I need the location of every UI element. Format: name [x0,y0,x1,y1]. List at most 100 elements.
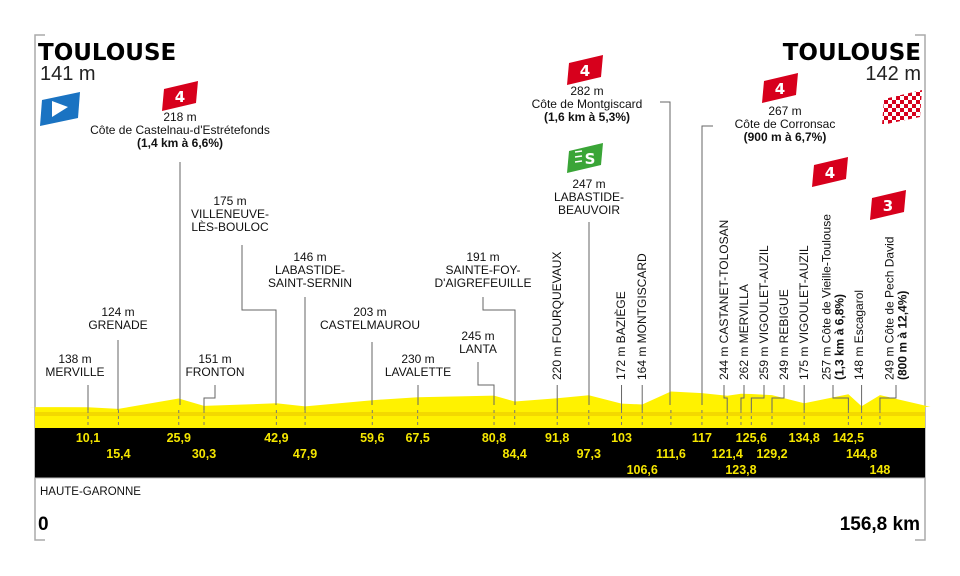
km-marker: 30,3 [192,447,216,461]
waypoint-text: LABASTIDE- [554,190,624,204]
waypoint-text: 247 m [572,177,605,191]
waypoint-text: LAVALETTE [385,365,451,379]
elevation-profile [30,391,931,428]
waypoint-text: 175 m [213,194,246,208]
leader-line [660,101,671,405]
waypoint-text: (1,4 km à 6,6%) [137,136,223,150]
profile-band [35,412,925,416]
climb-category-badge: 4 [812,157,848,187]
climb-category-badge: 4 [567,55,603,85]
km-marker: 129,2 [756,447,787,461]
waypoint-label: 244 m CASTANET-TOLOSAN [717,220,731,428]
km-marker: 97,3 [577,447,601,461]
km-marker: 42,9 [264,431,288,445]
waypoint-text: Côte de Corronsac [735,117,836,131]
leader-line [477,362,495,405]
leader-line [771,385,785,410]
km-marker: 121,4 [712,447,743,461]
checkered-flag-icon [882,90,922,124]
waypoint-text: FRONTON [185,365,244,379]
distance-start: 0 [38,514,49,535]
waypoint-text: (1,6 km à 5,3%) [544,110,630,124]
waypoint-text: GRENADE [88,318,147,332]
finish-city: TOULOUSE [783,40,921,66]
leader-line [482,297,516,405]
km-marker: 10,1 [76,431,100,445]
waypoint-text: 245 m [461,329,494,343]
finish-altitude: 142 m [865,63,921,85]
waypoint-label: 164 m MONTGISCARD [635,253,649,428]
waypoint-label: 148 m Escagarol [852,290,866,428]
waypoint-label: 262 m MERVILLA [737,284,751,428]
waypoint-text: 249 m Côte de Pech David [883,237,897,380]
waypoint-text: 257 m Côte de Vieille-Toulouse [820,214,834,380]
waypoint-label: 220 m FOURQUEVAUX [550,252,564,428]
waypoint-text: 259 m VIGOULET-AUZIL [757,245,771,380]
waypoint-text: SAINT-SERNIN [268,276,352,290]
waypoint-text: 138 m [58,352,91,366]
waypoint-text: (1,3 km à 6,8%) [833,294,847,380]
distance-end: 156,8 km [840,514,920,535]
km-marker: 111,6 [656,447,686,461]
climb-category-badge: 3 [870,190,906,220]
badge-label: 4 [580,62,590,80]
waypoint-text: 146 m [293,250,326,264]
waypoint-label: 175 m VIGOULET-AUZIL [797,245,811,428]
leader-line [241,245,277,405]
badge-label: 4 [775,80,785,98]
waypoint-text: SAINTE-FOY- [446,263,521,277]
km-marker: 47,9 [293,447,317,461]
km-marker: 80,8 [482,431,506,445]
km-marker: 144,8 [846,447,877,461]
region-label: HAUTE-GARONNE [40,486,141,498]
badge-label: 4 [175,88,185,106]
km-marker: 125,6 [736,431,767,445]
waypoint-text: 220 m FOURQUEVAUX [550,252,564,380]
badge-label: 4 [825,164,835,182]
waypoint-text: (800 m à 12,4%) [896,291,910,380]
waypoint-text: BEAUVOIR [558,203,620,217]
leader-line [879,385,897,410]
km-marker: 148 [870,463,891,477]
waypoint-text: 148 m Escagarol [852,290,866,380]
km-marker: 59,6 [360,431,384,445]
start-city: TOULOUSE [38,40,176,66]
leader-line [832,385,849,410]
waypoint-text: MERVILLE [45,365,104,379]
km-marker: 134,8 [789,431,820,445]
badge-label: S [585,150,596,168]
km-band [35,428,925,478]
waypoint-text: D'AIGREFEUILLE [435,276,532,290]
waypoint-label: 249 m Côte de Pech David (800 m à 12,4%) [879,237,910,428]
waypoint-text: 191 m [466,250,499,264]
waypoint-text: 282 m [570,84,603,98]
badge-label: 3 [883,197,893,215]
waypoint-label: 257 m Côte de Vieille-Toulouse (1,3 km à … [820,214,849,428]
waypoint-text: (900 m à 6,7%) [744,130,827,144]
km-marker: 142,5 [833,431,864,445]
km-marker: 103 [611,431,632,445]
km-marker: 123,8 [725,463,756,477]
waypoint-text: Côte de Montgiscard [532,97,643,111]
km-marker: 91,8 [545,431,569,445]
climb-category-badge: 4 [762,73,798,103]
waypoint-text: 203 m [353,305,386,319]
waypoint-text: 262 m MERVILLA [737,284,751,380]
waypoint-text: 218 m [163,110,196,124]
km-marker: 106,6 [627,463,658,477]
frame [34,34,926,541]
leader-line [750,385,765,410]
start-altitude: 141 m [40,63,96,85]
leader-line [203,385,216,410]
km-marker: 67,5 [405,431,429,445]
